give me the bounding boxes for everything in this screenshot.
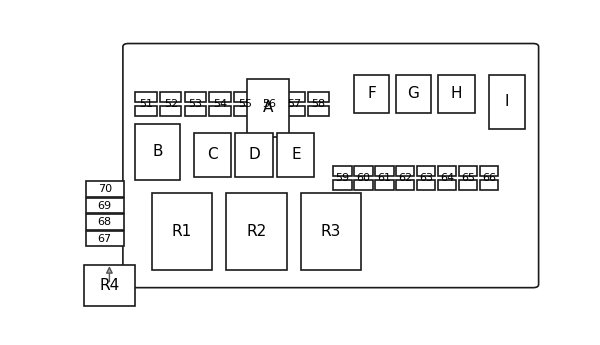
- Text: 66: 66: [482, 173, 496, 183]
- Bar: [458, 180, 477, 190]
- Bar: [458, 166, 477, 176]
- Bar: [259, 92, 280, 102]
- Text: R1: R1: [172, 224, 192, 239]
- Text: D: D: [248, 147, 260, 162]
- Bar: [86, 214, 124, 230]
- Bar: [152, 193, 212, 270]
- Text: 56: 56: [262, 99, 277, 109]
- Bar: [438, 166, 457, 176]
- Text: 65: 65: [461, 173, 475, 183]
- Bar: [417, 180, 436, 190]
- Bar: [333, 166, 352, 176]
- Bar: [185, 92, 206, 102]
- Text: 62: 62: [398, 173, 412, 183]
- Text: B: B: [152, 144, 163, 159]
- Bar: [185, 106, 206, 116]
- Text: 57: 57: [287, 99, 301, 109]
- Bar: [283, 106, 305, 116]
- Bar: [333, 180, 352, 190]
- Bar: [417, 166, 436, 176]
- Bar: [209, 92, 231, 102]
- Bar: [479, 166, 498, 176]
- Bar: [308, 106, 329, 116]
- Bar: [375, 166, 394, 176]
- Bar: [396, 180, 415, 190]
- Bar: [234, 92, 256, 102]
- Bar: [375, 180, 394, 190]
- Bar: [308, 92, 329, 102]
- Text: 69: 69: [98, 200, 112, 210]
- Bar: [259, 106, 280, 116]
- Text: R2: R2: [246, 224, 266, 239]
- Bar: [226, 193, 287, 270]
- Text: 58: 58: [311, 99, 326, 109]
- Bar: [489, 75, 525, 129]
- Bar: [396, 75, 431, 113]
- Text: 68: 68: [98, 217, 112, 227]
- Text: 67: 67: [98, 234, 112, 244]
- Bar: [209, 106, 231, 116]
- Bar: [438, 180, 457, 190]
- Text: 64: 64: [440, 173, 454, 183]
- FancyBboxPatch shape: [123, 43, 539, 288]
- Bar: [235, 133, 272, 177]
- Text: G: G: [407, 86, 419, 101]
- Text: 55: 55: [238, 99, 252, 109]
- Bar: [354, 75, 389, 113]
- Text: 51: 51: [139, 99, 153, 109]
- Text: 60: 60: [356, 173, 370, 183]
- Text: C: C: [207, 147, 217, 162]
- Text: 54: 54: [213, 99, 227, 109]
- Text: 59: 59: [335, 173, 349, 183]
- Text: R3: R3: [320, 224, 341, 239]
- Bar: [438, 75, 475, 113]
- Bar: [283, 92, 305, 102]
- Text: E: E: [291, 147, 301, 162]
- Bar: [277, 133, 314, 177]
- Bar: [84, 265, 136, 306]
- Text: 70: 70: [98, 184, 112, 194]
- Bar: [194, 133, 231, 177]
- Bar: [234, 106, 256, 116]
- Text: A: A: [263, 100, 273, 115]
- Bar: [86, 181, 124, 197]
- Bar: [396, 166, 415, 176]
- Text: 52: 52: [164, 99, 178, 109]
- Bar: [301, 193, 361, 270]
- Bar: [354, 166, 373, 176]
- Bar: [136, 106, 157, 116]
- Text: 53: 53: [188, 99, 202, 109]
- Text: 63: 63: [419, 173, 433, 183]
- Text: I: I: [505, 94, 509, 109]
- Bar: [160, 106, 181, 116]
- Bar: [479, 180, 498, 190]
- Text: H: H: [451, 86, 462, 101]
- Bar: [160, 92, 181, 102]
- Bar: [136, 92, 157, 102]
- Bar: [247, 79, 289, 137]
- Text: 61: 61: [377, 173, 391, 183]
- Bar: [354, 180, 373, 190]
- Bar: [86, 231, 124, 246]
- Bar: [86, 198, 124, 213]
- Text: F: F: [367, 86, 376, 101]
- Bar: [136, 124, 179, 179]
- Text: R4: R4: [100, 278, 120, 293]
